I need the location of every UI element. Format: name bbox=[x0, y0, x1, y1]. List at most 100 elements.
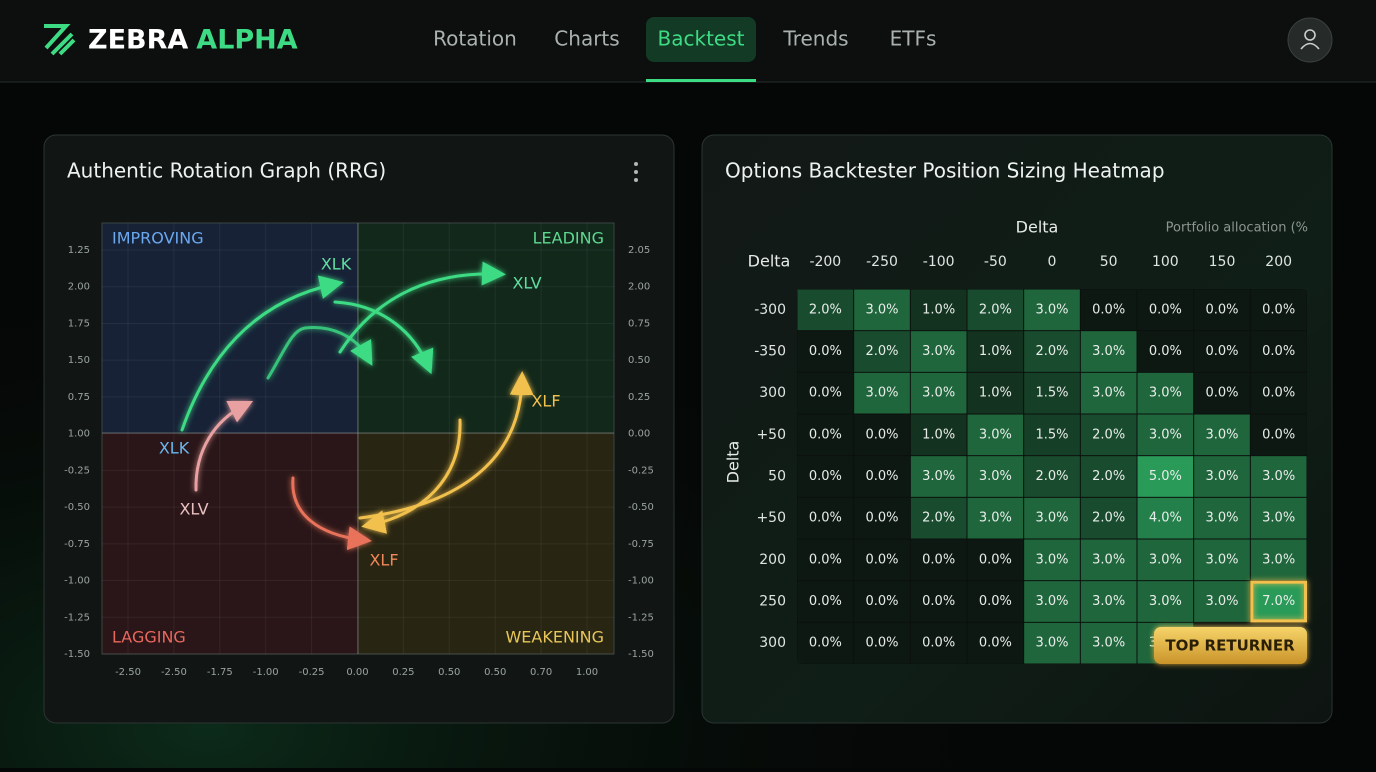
cell-value: 3.0% bbox=[1092, 636, 1125, 651]
heatmap-cell bbox=[1137, 331, 1194, 372]
logo-icon bbox=[44, 24, 76, 56]
x-tick-label: -2.50 bbox=[115, 667, 141, 678]
cell-value: 4.0% bbox=[1149, 511, 1182, 526]
cell-value: 0.0% bbox=[979, 594, 1012, 609]
cell-value: 3.0% bbox=[1035, 302, 1068, 317]
heatmap-cell bbox=[1250, 539, 1307, 581]
heatmap-cell bbox=[797, 414, 854, 456]
y2-tick-label: -0.50 bbox=[628, 502, 654, 513]
cell-value: 3.0% bbox=[979, 469, 1012, 484]
column-label: 100 bbox=[1152, 254, 1179, 270]
heatmap-cell bbox=[1137, 414, 1194, 456]
cell-value: 2.0% bbox=[1092, 427, 1125, 442]
nav-tab[interactable]: Trends bbox=[782, 27, 848, 51]
heatmap-cell bbox=[1194, 581, 1250, 622]
rotation-trails bbox=[180, 261, 534, 551]
row-label: 300 bbox=[759, 635, 786, 651]
cell-value: 1.5% bbox=[1035, 386, 1068, 401]
cell-value: 0.0% bbox=[809, 594, 842, 609]
heatmap-cell bbox=[910, 289, 967, 331]
cell-value: 3.0% bbox=[1262, 552, 1295, 567]
heatmap-cell bbox=[1024, 622, 1080, 664]
heatmap-cell bbox=[854, 331, 910, 372]
x-tick-label: -1.00 bbox=[253, 667, 279, 678]
heatmap-cell bbox=[967, 456, 1024, 497]
cell-value: 1.0% bbox=[922, 427, 955, 442]
y2-tick-label: 0.50 bbox=[628, 355, 650, 366]
cell-value: 2.0% bbox=[1092, 511, 1125, 526]
cell-value: 0.0% bbox=[865, 511, 898, 526]
cell-value: 3.0% bbox=[979, 427, 1012, 442]
heatmap-cell bbox=[1137, 539, 1194, 581]
y-tick-label: -0.75 bbox=[64, 539, 90, 550]
nav-tab[interactable]: Rotation bbox=[433, 27, 517, 51]
heatmap-cell bbox=[797, 581, 854, 622]
y2-tick-label: -1.25 bbox=[628, 612, 654, 623]
nav-tab[interactable]: ETFs bbox=[890, 27, 937, 51]
ticker-label: XLK bbox=[159, 439, 190, 458]
brand-name: ALPHA bbox=[196, 25, 297, 56]
cell-value: 0.0% bbox=[809, 552, 842, 567]
heatmap-cell bbox=[910, 581, 967, 622]
heatmap-cell bbox=[910, 331, 967, 372]
cell-value: 3.0% bbox=[1035, 636, 1068, 651]
y-tick-label: 0.75 bbox=[68, 392, 90, 403]
cell-value: 0.0% bbox=[865, 552, 898, 567]
row-label: 250 bbox=[759, 594, 786, 610]
cell-value: 3.0% bbox=[1092, 344, 1125, 359]
badge bbox=[1154, 627, 1307, 664]
column-label: 150 bbox=[1209, 254, 1236, 270]
heatmap-cell bbox=[1250, 331, 1307, 372]
heatmap-cell bbox=[967, 289, 1024, 331]
cell-value: 3.0% bbox=[979, 511, 1012, 526]
heatmap-cell bbox=[967, 372, 1024, 414]
cell-value: 3.0% bbox=[1205, 594, 1238, 609]
y2-tick-label: -1.00 bbox=[628, 576, 654, 587]
heatmap-cell bbox=[967, 414, 1024, 456]
cell-value: 3.0% bbox=[865, 302, 898, 317]
heatmap-cell bbox=[1250, 497, 1307, 539]
cell-value: 0.0% bbox=[1149, 302, 1182, 317]
menu-button[interactable] bbox=[634, 162, 638, 182]
cell-value: 3.0% bbox=[1149, 427, 1182, 442]
heatmap-cell bbox=[967, 581, 1024, 622]
heatmap-cell bbox=[1024, 539, 1080, 581]
y-tick-label: 1.25 bbox=[68, 245, 90, 256]
x-tick-label: 0.70 bbox=[530, 667, 552, 678]
cell-value: 0.0% bbox=[979, 552, 1012, 567]
cell-value: 0.0% bbox=[1092, 302, 1125, 317]
column-label: -250 bbox=[866, 254, 898, 270]
cell-value: 3.0% bbox=[1262, 469, 1295, 484]
y-tick-label: -0.25 bbox=[64, 465, 90, 476]
highlight-cell bbox=[1250, 580, 1308, 623]
column-label: -50 bbox=[984, 254, 1007, 270]
heatmap-cell bbox=[1024, 414, 1080, 456]
heatmap-cell bbox=[967, 497, 1024, 539]
nav-tab[interactable]: Backtest bbox=[658, 27, 745, 51]
cell-value: 7.0% bbox=[1262, 594, 1295, 609]
cell-value: 0.0% bbox=[809, 427, 842, 442]
heatmap-cell bbox=[1080, 372, 1137, 414]
active-tab-bg bbox=[646, 17, 756, 62]
column-label: -100 bbox=[923, 254, 955, 270]
cell-value: 0.0% bbox=[865, 636, 898, 651]
heatmap-cell bbox=[1194, 497, 1250, 539]
cell-value: 3.0% bbox=[1149, 594, 1182, 609]
cell-value: 0.0% bbox=[1205, 302, 1238, 317]
cell-value: 0.0% bbox=[809, 469, 842, 484]
cell-value: 2.0% bbox=[1035, 344, 1068, 359]
cell-value: 2.0% bbox=[809, 302, 842, 317]
heatmap-cell bbox=[797, 539, 854, 581]
y2-tick-label: -1.50 bbox=[628, 649, 654, 660]
cell-value: 0.0% bbox=[1262, 427, 1295, 442]
heatmap-cell bbox=[797, 622, 854, 664]
cell-value: 3.0% bbox=[865, 386, 898, 401]
corner-label: Delta bbox=[748, 252, 791, 271]
y-tick-label: 1.00 bbox=[68, 429, 90, 440]
column-axis-title: Delta bbox=[1016, 218, 1059, 237]
cell-value: 3.0% bbox=[1035, 511, 1068, 526]
nav-tab[interactable]: Charts bbox=[554, 27, 619, 51]
heatmap-cell bbox=[1194, 456, 1250, 497]
